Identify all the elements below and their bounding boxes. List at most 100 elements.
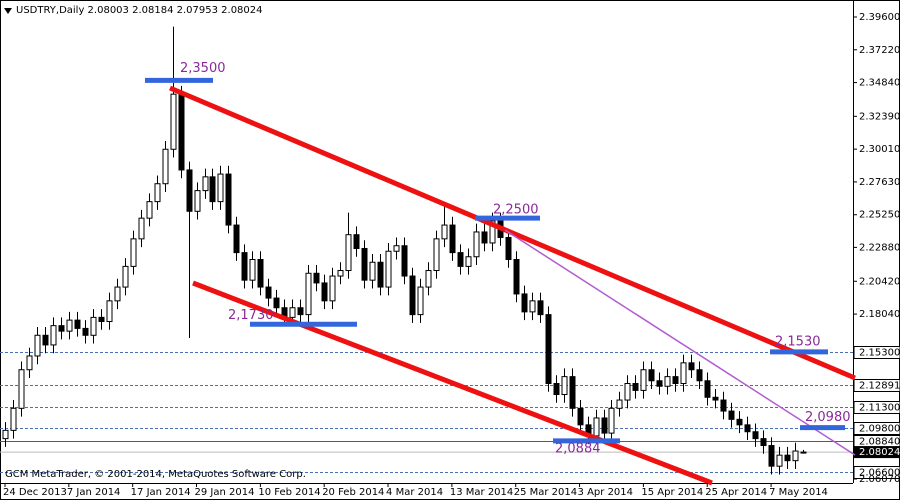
candle-body xyxy=(465,256,472,267)
candle-body xyxy=(784,454,791,462)
candle-body xyxy=(114,286,121,302)
y-tick-label: 2.22880 xyxy=(859,242,900,253)
level-label: 2.06600 xyxy=(859,468,900,479)
candle-body xyxy=(481,231,488,244)
candle-body xyxy=(2,429,9,440)
candle-body xyxy=(736,418,743,426)
x-tick-label: 20 Feb 2014 xyxy=(322,487,384,498)
level-label-box xyxy=(853,422,900,435)
candle-body xyxy=(664,376,671,387)
candle-body xyxy=(42,334,49,346)
candle-body xyxy=(225,173,232,226)
level-annotation: 2,2500 xyxy=(493,203,539,218)
candle-body xyxy=(82,327,89,336)
y-tick-label: 2.20420 xyxy=(859,276,900,287)
candle-body xyxy=(10,407,17,431)
candle-body xyxy=(744,424,751,433)
candle-body xyxy=(345,234,352,272)
candle-body xyxy=(170,93,177,150)
candle-body xyxy=(369,261,376,281)
candle-body xyxy=(760,438,767,447)
level-annotation: 2,0884 xyxy=(555,441,601,456)
x-tick-label: 17 Jan 2014 xyxy=(131,487,191,498)
candle-body xyxy=(50,325,57,346)
x-tick-label: 10 Feb 2014 xyxy=(258,487,320,498)
level-annotation: 2,0980 xyxy=(805,410,851,425)
trend-line xyxy=(504,229,856,456)
trend-line xyxy=(192,280,713,486)
candle-body xyxy=(90,316,97,336)
candle-body xyxy=(401,245,408,277)
level-label: 2.15300 xyxy=(859,348,900,359)
y-tick-label: 2.06070 xyxy=(859,474,900,485)
candle-body xyxy=(385,250,392,288)
candle-body xyxy=(393,245,400,252)
x-tick-label: 4 Mar 2014 xyxy=(386,487,443,498)
candle-body xyxy=(257,259,264,288)
y-tick-label: 2.34840 xyxy=(859,78,900,89)
candle-body xyxy=(616,399,623,409)
level-label-box xyxy=(853,346,900,359)
candle-body xyxy=(321,282,328,302)
candle-body xyxy=(178,93,185,171)
candle-body xyxy=(106,300,113,323)
y-tick-label: 2.27630 xyxy=(859,177,900,188)
candle-body xyxy=(441,224,448,240)
candle-body xyxy=(601,417,608,434)
x-tick-label: 29 Jan 2014 xyxy=(195,487,255,498)
candle-body xyxy=(473,231,480,258)
x-tick-label: 24 Dec 2013 xyxy=(3,487,67,498)
candle-body xyxy=(297,307,304,316)
level-label: 2.09800 xyxy=(859,424,900,435)
candle-body xyxy=(776,454,783,467)
candle-body xyxy=(433,238,440,272)
level-label: 2.08840 xyxy=(859,437,900,448)
current-price-box xyxy=(854,446,900,459)
y-tick-label: 2.25250 xyxy=(859,210,900,221)
candle-body xyxy=(632,383,639,391)
candle-body xyxy=(553,383,560,396)
candle-body xyxy=(712,396,719,401)
candle-body xyxy=(505,236,512,261)
candle-body xyxy=(146,201,153,219)
candle-body xyxy=(377,261,384,288)
candle-body xyxy=(249,259,256,281)
candle-body xyxy=(768,445,775,467)
candle-body xyxy=(704,380,711,398)
candle-body xyxy=(489,220,496,244)
candle-body xyxy=(593,417,600,437)
candle-body xyxy=(122,265,129,288)
x-tick-label: 13 Mar 2014 xyxy=(450,487,513,498)
candle-body xyxy=(680,362,687,385)
level-annotation: 2,1530 xyxy=(775,334,821,349)
candle-body xyxy=(800,451,807,454)
candle-body xyxy=(305,272,312,316)
level-label: 2.11300 xyxy=(859,403,900,414)
candle-body xyxy=(337,270,344,277)
candle-body xyxy=(417,286,424,316)
candle-body xyxy=(233,224,240,254)
x-tick-label: 3 Apr 2014 xyxy=(578,487,633,498)
candle-body xyxy=(792,450,799,462)
level-annotation: 2,1730 xyxy=(228,308,274,323)
candle-body xyxy=(138,217,145,240)
candle-body xyxy=(656,380,663,387)
x-tick-label: 25 Mar 2014 xyxy=(514,487,577,498)
y-tick-label: 2.37220 xyxy=(859,45,900,56)
candle-body xyxy=(66,319,73,332)
candle-body xyxy=(34,334,41,357)
candle-body xyxy=(241,252,248,281)
x-tick-label: 7 Jan 2014 xyxy=(67,487,121,498)
candle-body xyxy=(672,376,679,385)
candle-body xyxy=(569,376,576,409)
candle-body xyxy=(545,314,552,385)
candle-body xyxy=(752,431,759,440)
candle-body xyxy=(513,259,520,295)
candle-body xyxy=(561,376,568,396)
candle-body xyxy=(289,307,296,318)
candle-body xyxy=(202,176,209,192)
candle-body xyxy=(353,234,360,249)
candle-body xyxy=(194,190,201,212)
candle-body xyxy=(577,407,584,426)
candle-body xyxy=(217,173,224,203)
